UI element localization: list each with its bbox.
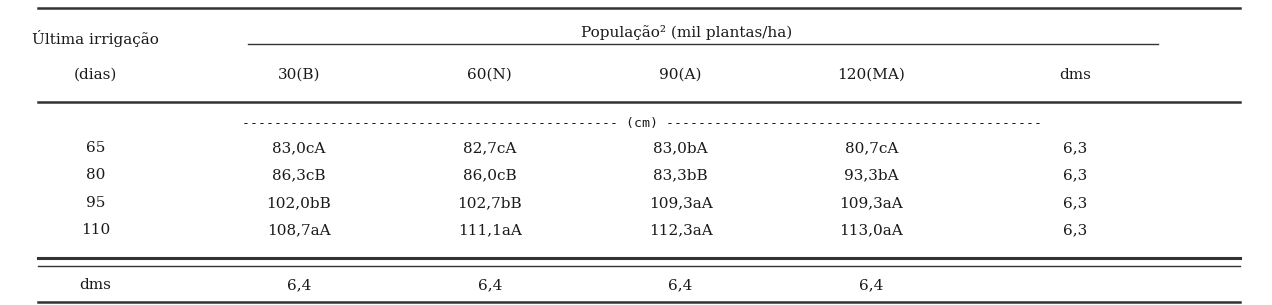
Text: 90(A): 90(A) xyxy=(659,68,702,82)
Text: 6,4: 6,4 xyxy=(859,278,884,292)
Text: dms: dms xyxy=(79,278,112,292)
Text: 110: 110 xyxy=(81,223,109,237)
Text: 86,0cB: 86,0cB xyxy=(463,168,516,182)
Text: 111,1aA: 111,1aA xyxy=(458,223,522,237)
Text: 112,3aA: 112,3aA xyxy=(649,223,712,237)
Text: 6,3: 6,3 xyxy=(1062,196,1088,210)
Text: 102,7bB: 102,7bB xyxy=(458,196,522,210)
Text: 6,4: 6,4 xyxy=(286,278,312,292)
Text: dms: dms xyxy=(1058,68,1091,82)
Text: 120(MA): 120(MA) xyxy=(837,68,906,82)
Text: 80: 80 xyxy=(85,168,106,182)
Text: 93,3bA: 93,3bA xyxy=(845,168,898,182)
Text: 6,3: 6,3 xyxy=(1062,223,1088,237)
Text: 82,7cA: 82,7cA xyxy=(463,141,516,155)
Text: 109,3aA: 109,3aA xyxy=(649,196,712,210)
Text: 80,7cA: 80,7cA xyxy=(845,141,898,155)
Text: 95: 95 xyxy=(85,196,106,210)
Text: 6,4: 6,4 xyxy=(477,278,502,292)
Text: 6,3: 6,3 xyxy=(1062,141,1088,155)
Text: 102,0bB: 102,0bB xyxy=(267,196,331,210)
Text: 113,0aA: 113,0aA xyxy=(840,223,903,237)
Text: 65: 65 xyxy=(85,141,106,155)
Text: 83,0bA: 83,0bA xyxy=(654,141,707,155)
Text: 86,3cB: 86,3cB xyxy=(272,168,326,182)
Text: 6,3: 6,3 xyxy=(1062,168,1088,182)
Text: 83,0cA: 83,0cA xyxy=(272,141,326,155)
Text: (dias): (dias) xyxy=(74,68,117,82)
Text: 109,3aA: 109,3aA xyxy=(840,196,903,210)
Text: 83,3bB: 83,3bB xyxy=(654,168,707,182)
Text: População² (mil plantas/ha): População² (mil plantas/ha) xyxy=(581,24,792,40)
Text: ----------------------------------------------- (cm) ---------------------------: ----------------------------------------… xyxy=(243,117,1042,130)
Text: 6,4: 6,4 xyxy=(668,278,693,292)
Text: Última irrigação: Última irrigação xyxy=(32,30,159,47)
Text: 30(B): 30(B) xyxy=(277,68,321,82)
Text: 108,7aA: 108,7aA xyxy=(267,223,331,237)
Text: 60(N): 60(N) xyxy=(467,68,513,82)
